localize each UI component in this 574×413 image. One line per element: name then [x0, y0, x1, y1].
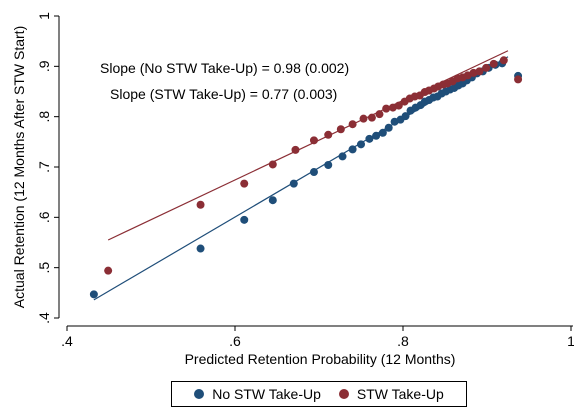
- y-tick-label-2: .6: [36, 211, 52, 223]
- y-ticks: .4 .5 .6 .7 .8 .9 1: [36, 12, 59, 324]
- x-ticks: .4 .6 .8 1: [61, 326, 574, 349]
- point-series-1-10: [367, 113, 376, 122]
- x-tick-label-0: .4: [61, 333, 73, 349]
- point-series-1-32: [489, 59, 498, 68]
- point-series-1-9: [359, 114, 368, 123]
- y-tick-label-0: .4: [36, 312, 52, 324]
- point-series-1-5: [309, 136, 318, 145]
- point-series-0-11: [372, 131, 381, 140]
- y-tick-label-1: .5: [36, 262, 52, 274]
- point-series-1-12: [382, 104, 391, 113]
- legend-item-no-stw: No STW Take-Up: [194, 386, 321, 402]
- legend: No STW Take-Up STW Take-Up: [171, 381, 467, 407]
- point-series-1-11: [375, 110, 384, 119]
- point-series-0-12: [378, 128, 387, 137]
- point-series-0-8: [348, 145, 357, 154]
- point-series-1-33: [499, 56, 508, 65]
- point-series-0-2: [240, 215, 249, 224]
- slope-annotation-no-stw: Slope (No STW Take-Up) = 0.98 (0.002): [100, 60, 349, 76]
- point-series-0-4: [289, 179, 298, 188]
- point-series-1-2: [240, 179, 249, 188]
- point-series-0-9: [357, 140, 365, 149]
- point-series-0-3: [268, 196, 277, 205]
- point-series-1-31: [482, 63, 491, 72]
- point-series-1-3: [268, 160, 277, 169]
- y-axis-title: Actual Retention (12 Months After STW St…: [11, 26, 27, 308]
- point-series-1-14: [394, 101, 403, 110]
- point-series-1-34: [514, 75, 523, 84]
- y-tick-label-4: .8: [36, 111, 52, 123]
- legend-marker-stw: [338, 389, 349, 399]
- legend-label-stw: STW Take-Up: [356, 386, 444, 402]
- point-series-0-6: [324, 160, 333, 169]
- legend-marker-no-stw: [194, 389, 205, 399]
- fit-line-series-1: [107, 50, 509, 241]
- point-series-1-1: [196, 200, 205, 209]
- x-tick-label-1: .6: [229, 333, 241, 349]
- x-tick-label-3: 1: [567, 333, 574, 349]
- y-tick-label-6: 1: [36, 12, 52, 20]
- x-tick-label-2: .8: [397, 333, 409, 349]
- y-tick-label-5: .9: [36, 60, 52, 72]
- point-series-0-1: [196, 244, 205, 253]
- point-series-1-6: [324, 130, 333, 139]
- legend-item-stw: STW Take-Up: [338, 386, 444, 402]
- y-tick-label-3: .7: [36, 161, 52, 173]
- legend-label-no-stw: No STW Take-Up: [212, 386, 321, 402]
- point-series-1-0: [104, 266, 113, 275]
- point-series-0-0: [89, 290, 98, 299]
- data-points: [89, 56, 523, 299]
- point-series-1-8: [348, 120, 357, 129]
- point-series-0-5: [309, 168, 318, 177]
- point-series-1-30: [475, 67, 484, 76]
- axes: .4 .6 .8 1 .4 .5 .6 .7 .8 .9 1: [36, 12, 574, 349]
- point-series-0-10: [365, 134, 374, 143]
- point-series-1-4: [291, 145, 300, 154]
- slope-annotation-stw: Slope (STW Take-Up) = 0.77 (0.003): [110, 86, 337, 102]
- scatter-chart: .4 .6 .8 1 .4 .5 .6 .7 .8 .9 1 Slope (No STW Take…: [11, 12, 574, 367]
- point-series-0-16: [401, 112, 410, 121]
- x-axis-title: Predicted Retention Probability (12 Mont…: [185, 351, 456, 367]
- point-series-1-7: [336, 125, 345, 134]
- point-series-0-7: [338, 152, 347, 161]
- point-series-0-13: [384, 123, 393, 132]
